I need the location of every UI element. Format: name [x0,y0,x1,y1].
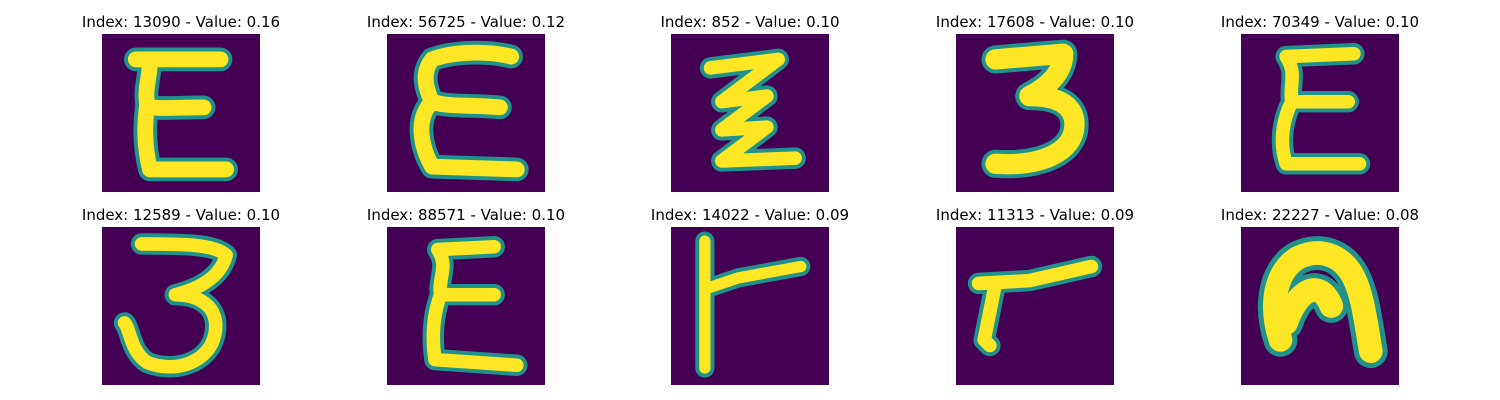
digit-image-e [1241,34,1399,192]
digit-image-zigzag [671,34,829,192]
digit-image-n [1241,227,1399,385]
panel-title: Index: 11313 - Value: 0.09 [935,206,1135,224]
panel-title: Index: 70349 - Value: 0.10 [1220,13,1420,31]
digit-image-t [671,227,829,385]
panel-title: Index: 17608 - Value: 0.10 [935,13,1135,31]
panel-title: Index: 56725 - Value: 0.12 [366,13,566,31]
digit-image-slanted-t [956,227,1114,385]
panel-title: Index: 22227 - Value: 0.08 [1220,206,1420,224]
panel-title: Index: 88571 - Value: 0.10 [366,206,566,224]
digit-image-e [102,34,260,192]
panel-title: Index: 13090 - Value: 0.16 [81,13,281,31]
panel-title: Index: 12589 - Value: 0.10 [81,206,281,224]
panel-title: Index: 14022 - Value: 0.09 [650,206,850,224]
digit-image-e [387,227,545,385]
digit-image-3 [956,34,1114,192]
digit-image-3 [102,227,260,385]
digit-image-e [387,34,545,192]
panel-title: Index: 852 - Value: 0.10 [660,13,840,31]
